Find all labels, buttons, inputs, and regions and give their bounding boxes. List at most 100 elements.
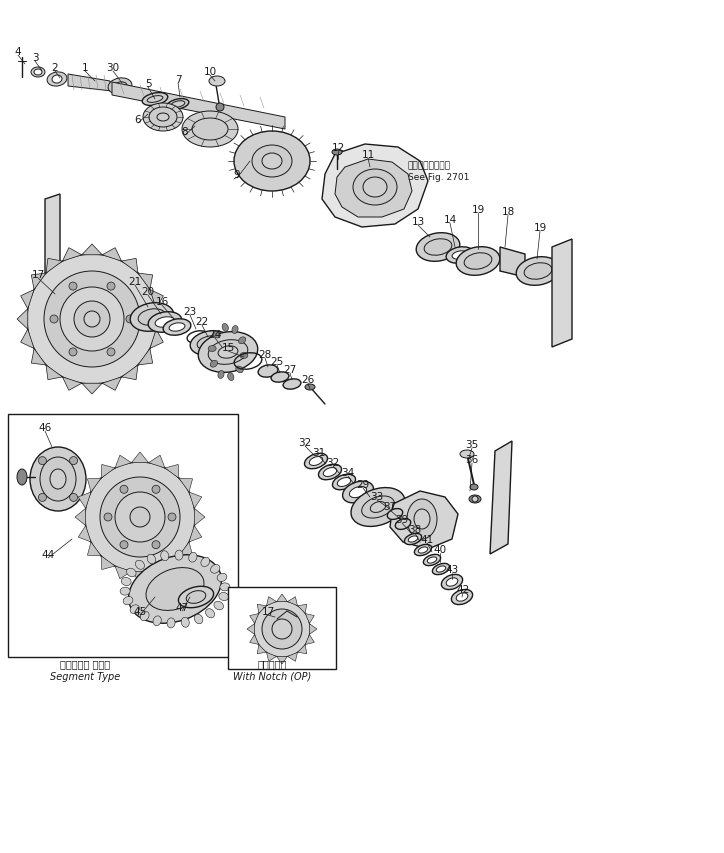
- Polygon shape: [138, 274, 153, 290]
- Polygon shape: [112, 83, 285, 130]
- Ellipse shape: [178, 587, 214, 608]
- Ellipse shape: [155, 317, 175, 328]
- Ellipse shape: [50, 469, 66, 490]
- Circle shape: [70, 457, 77, 465]
- Polygon shape: [277, 595, 287, 602]
- Polygon shape: [335, 160, 412, 218]
- Circle shape: [104, 514, 112, 521]
- Ellipse shape: [214, 601, 224, 610]
- Ellipse shape: [240, 353, 248, 359]
- Ellipse shape: [213, 332, 220, 339]
- Text: 切り欠き付: 切り欠き付: [257, 659, 287, 668]
- Text: 31: 31: [312, 448, 326, 457]
- Ellipse shape: [456, 247, 500, 276]
- Text: 38: 38: [408, 525, 421, 534]
- Ellipse shape: [324, 468, 337, 477]
- Ellipse shape: [309, 457, 323, 466]
- Ellipse shape: [407, 499, 437, 539]
- Text: 22: 22: [195, 316, 209, 327]
- Circle shape: [69, 349, 77, 357]
- Ellipse shape: [210, 361, 217, 368]
- Ellipse shape: [342, 482, 374, 503]
- Text: 5: 5: [145, 79, 151, 89]
- Ellipse shape: [363, 177, 387, 198]
- Circle shape: [38, 494, 46, 502]
- Ellipse shape: [182, 112, 238, 148]
- Ellipse shape: [222, 324, 228, 332]
- Ellipse shape: [85, 462, 195, 572]
- Ellipse shape: [115, 492, 165, 543]
- Ellipse shape: [408, 537, 418, 543]
- Ellipse shape: [135, 560, 145, 570]
- Text: See Fig. 2701: See Fig. 2701: [408, 173, 469, 183]
- Circle shape: [120, 485, 128, 494]
- Text: 13: 13: [411, 217, 424, 227]
- Ellipse shape: [252, 146, 292, 177]
- Ellipse shape: [442, 575, 463, 590]
- Text: 46: 46: [38, 422, 51, 432]
- Text: 28: 28: [258, 350, 272, 360]
- Ellipse shape: [122, 577, 131, 586]
- Text: 21: 21: [128, 276, 142, 287]
- Text: 23: 23: [183, 306, 197, 316]
- Ellipse shape: [271, 373, 289, 383]
- Text: Segment Type: Segment Type: [50, 671, 120, 682]
- Text: 2: 2: [51, 63, 59, 73]
- Text: セグメント タイプ: セグメント タイプ: [60, 659, 110, 668]
- Ellipse shape: [130, 605, 140, 614]
- Polygon shape: [82, 245, 102, 256]
- Polygon shape: [31, 274, 46, 290]
- Text: 32: 32: [298, 438, 311, 448]
- Ellipse shape: [516, 258, 560, 286]
- Polygon shape: [150, 330, 164, 349]
- Text: 20: 20: [141, 287, 154, 297]
- Polygon shape: [68, 75, 112, 92]
- Text: 12: 12: [332, 142, 345, 153]
- Polygon shape: [287, 653, 298, 662]
- Polygon shape: [250, 614, 258, 624]
- Ellipse shape: [305, 385, 315, 391]
- Ellipse shape: [418, 548, 428, 554]
- Polygon shape: [45, 194, 60, 290]
- Polygon shape: [122, 366, 138, 380]
- Ellipse shape: [469, 496, 481, 503]
- Ellipse shape: [305, 454, 327, 469]
- Ellipse shape: [169, 323, 185, 332]
- Text: 27: 27: [283, 364, 297, 374]
- Ellipse shape: [192, 119, 228, 141]
- Ellipse shape: [446, 578, 458, 587]
- Ellipse shape: [198, 332, 258, 373]
- Ellipse shape: [414, 545, 432, 556]
- Ellipse shape: [262, 609, 302, 649]
- Polygon shape: [156, 310, 167, 330]
- Text: 8: 8: [182, 127, 188, 136]
- Ellipse shape: [460, 450, 474, 458]
- Ellipse shape: [362, 496, 395, 519]
- Polygon shape: [88, 479, 101, 492]
- Polygon shape: [306, 614, 314, 624]
- Ellipse shape: [262, 154, 282, 170]
- Text: 17: 17: [261, 606, 274, 616]
- Text: 16: 16: [156, 297, 169, 306]
- Polygon shape: [257, 605, 266, 613]
- Ellipse shape: [167, 618, 175, 628]
- Text: 26: 26: [301, 374, 315, 385]
- Ellipse shape: [74, 302, 110, 338]
- Polygon shape: [266, 653, 277, 662]
- Ellipse shape: [100, 478, 180, 557]
- Text: 第２７０１図参照: 第２７０１図参照: [408, 161, 451, 171]
- Polygon shape: [298, 605, 307, 613]
- Text: 6: 6: [135, 115, 141, 125]
- Polygon shape: [102, 378, 122, 391]
- Polygon shape: [552, 240, 572, 347]
- Ellipse shape: [272, 619, 292, 639]
- Ellipse shape: [129, 555, 222, 624]
- Polygon shape: [46, 259, 62, 274]
- Text: 47: 47: [175, 602, 189, 612]
- Polygon shape: [101, 465, 115, 479]
- Text: 14: 14: [443, 215, 457, 224]
- Text: 29: 29: [356, 479, 370, 490]
- Ellipse shape: [437, 566, 446, 572]
- Polygon shape: [500, 247, 525, 278]
- Polygon shape: [322, 145, 428, 228]
